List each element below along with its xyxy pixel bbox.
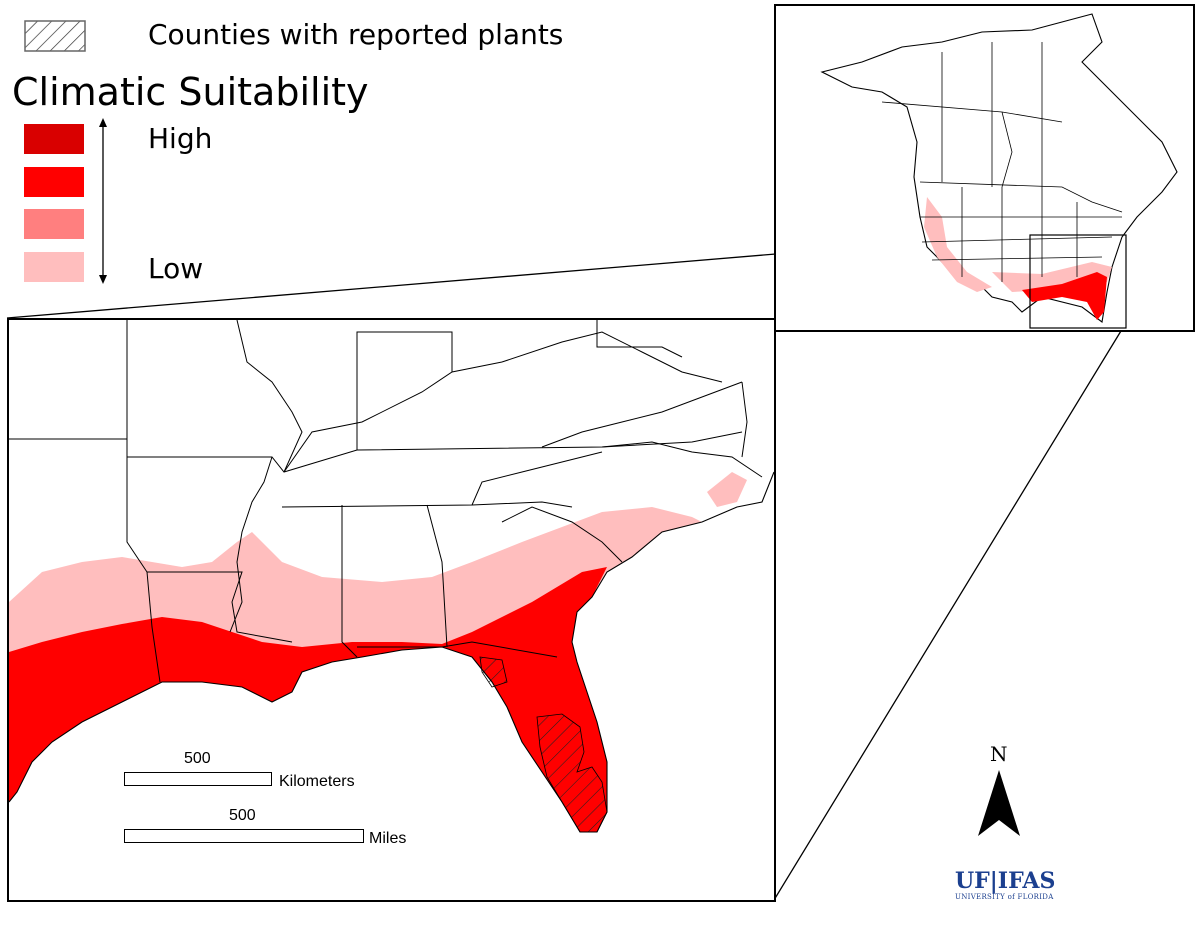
legend-high-label: High xyxy=(148,122,213,155)
inset-high-southeast xyxy=(1022,272,1107,320)
swatch-low xyxy=(24,252,84,282)
legend-low-label: Low xyxy=(148,252,204,285)
scale-bar-miles xyxy=(124,829,364,843)
state-boundaries xyxy=(9,320,763,683)
scale-mi-value: 500 xyxy=(229,807,256,824)
hatch-swatch xyxy=(24,20,86,52)
north-arrow-icon xyxy=(978,770,1020,836)
swatch-highest xyxy=(24,124,84,154)
reported-counties-hatch xyxy=(536,713,608,833)
ufifas-logo: UF|IFAS xyxy=(955,868,1056,894)
coastline xyxy=(9,471,774,833)
inset-low-west xyxy=(924,197,992,292)
low-suitability-nc-coast xyxy=(707,472,747,507)
inset-map xyxy=(774,4,1195,332)
ufifas-logo-subtext: UNIVERSITY of FLORIDA xyxy=(955,893,1054,901)
inset-extent-box xyxy=(1029,234,1127,329)
hatch-legend-label: Counties with reported plants xyxy=(148,18,564,51)
swatch-medium xyxy=(24,209,84,239)
high-suitability-zone xyxy=(9,567,607,832)
scale-mi-unit: Miles xyxy=(369,830,407,847)
inset-boundaries xyxy=(881,42,1123,282)
legend-title: Climatic Suitability xyxy=(12,70,369,114)
swatch-high xyxy=(24,167,84,197)
north-america-land xyxy=(820,13,1178,323)
scale-bar-km xyxy=(124,772,272,786)
north-america-svg xyxy=(820,13,1178,329)
main-map: 500 Kilometers 500 Miles xyxy=(7,318,776,902)
scale-km-value: 500 xyxy=(184,750,211,767)
north-label: N xyxy=(990,742,1008,766)
range-arrow xyxy=(99,118,107,284)
southeast-map-svg xyxy=(9,320,774,833)
scale-km-unit: Kilometers xyxy=(279,773,355,790)
